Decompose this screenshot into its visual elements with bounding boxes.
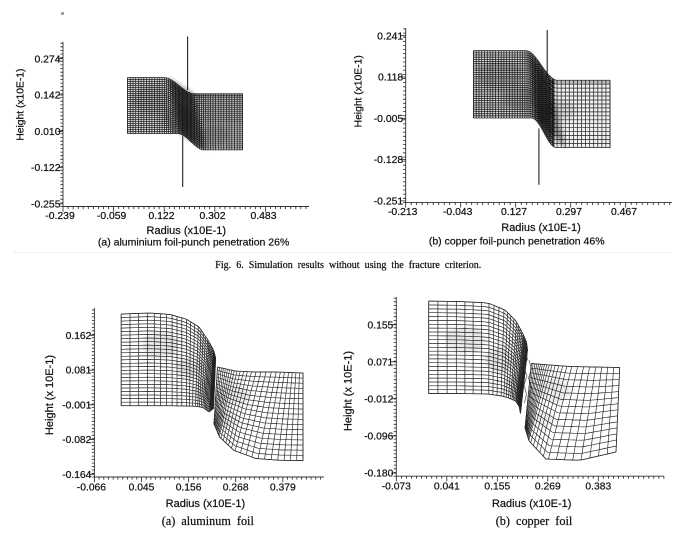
svg-text:Radius (x10E-1): Radius (x10E-1): [492, 498, 571, 510]
svg-text:-0.001: -0.001: [62, 400, 91, 411]
svg-text:0.241: 0.241: [377, 31, 403, 42]
svg-text:Radius (x10E-1): Radius (x10E-1): [166, 498, 245, 510]
svg-text:-0.096: -0.096: [364, 432, 393, 443]
svg-text:0.122: 0.122: [148, 211, 174, 222]
svg-text:-0.082: -0.082: [62, 435, 91, 446]
svg-text:0.156: 0.156: [176, 482, 202, 493]
svg-text:-0.073: -0.073: [382, 482, 411, 493]
svg-text:0.274: 0.274: [34, 54, 60, 65]
svg-text:-0.059: -0.059: [97, 211, 127, 222]
svg-text:0.269: 0.269: [535, 482, 561, 493]
svg-text:-0.251: -0.251: [374, 197, 404, 208]
svg-text:0.297: 0.297: [556, 207, 582, 218]
svg-text:0.071: 0.071: [368, 357, 394, 368]
svg-text:0.127: 0.127: [501, 207, 527, 218]
svg-text:-0.255: -0.255: [31, 200, 61, 211]
svg-text:Fig. 6. Simulation results wit: Fig. 6. Simulation results without using…: [215, 260, 481, 271]
svg-text:-0.164: -0.164: [62, 470, 91, 481]
svg-text:-0.043: -0.043: [443, 207, 473, 218]
svg-text:-0.239: -0.239: [45, 211, 75, 222]
svg-text:Radius (x10E-1): Radius (x10E-1): [147, 225, 226, 237]
svg-text:0.118: 0.118: [378, 73, 403, 84]
svg-text:0.155: 0.155: [368, 320, 394, 331]
svg-text:-0.128: -0.128: [374, 155, 404, 166]
svg-text:0.383: 0.383: [585, 482, 611, 493]
svg-text:(a) aluminium foil-punch penet: (a) aluminium foil-punch penetration 26%: [98, 236, 289, 248]
svg-text:0.045: 0.045: [129, 482, 155, 493]
svg-text:-0.180: -0.180: [364, 469, 393, 480]
svg-text:0.142: 0.142: [34, 91, 60, 102]
svg-text:-0.005: -0.005: [374, 114, 404, 125]
svg-text:Height (x 10E-1): Height (x 10E-1): [343, 351, 355, 431]
svg-text:Height (x10E-1): Height (x10E-1): [16, 69, 27, 141]
svg-text:0.081: 0.081: [66, 366, 92, 377]
svg-text:0.379: 0.379: [270, 482, 296, 493]
svg-text:-0.066: -0.066: [77, 482, 106, 493]
svg-text:Height (x 10E-1): Height (x 10E-1): [44, 355, 56, 435]
svg-text:0.302: 0.302: [199, 211, 225, 222]
svg-text:(b) copper foil: (b) copper foil: [496, 514, 573, 528]
svg-text:-0.213: -0.213: [388, 207, 418, 218]
svg-text:Height (x10E-1): Height (x10E-1): [354, 55, 365, 127]
svg-text:Radius (x10E-1): Radius (x10E-1): [501, 222, 580, 234]
svg-text:0.162: 0.162: [66, 331, 92, 342]
svg-text:-0.012: -0.012: [364, 395, 393, 406]
svg-text:(b) copper foil-punch penetrat: (b) copper foil-punch penetration 46%: [429, 235, 605, 247]
svg-text:0.268: 0.268: [223, 482, 249, 493]
svg-text:0.467: 0.467: [611, 207, 637, 218]
svg-text:0.155: 0.155: [484, 482, 510, 493]
svg-text:0.041: 0.041: [434, 482, 460, 493]
svg-text:(a) aluminum foil: (a) aluminum foil: [162, 514, 255, 528]
svg-text:0.010: 0.010: [34, 127, 60, 138]
svg-text:-0.122: -0.122: [31, 163, 61, 174]
svg-text:0.483: 0.483: [250, 211, 276, 222]
